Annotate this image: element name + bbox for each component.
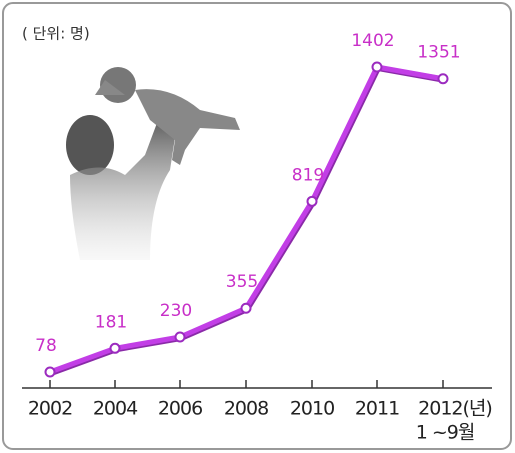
x-tick-label: 2012(년) <box>418 398 492 420</box>
value-label: 1402 <box>351 31 394 51</box>
point <box>371 61 383 73</box>
frame <box>2 2 512 450</box>
x-tick-label: 2004 <box>93 398 138 420</box>
illustration <box>66 67 240 260</box>
x-tick-label: 2002 <box>28 398 72 420</box>
value-label: 181 <box>95 312 127 332</box>
value-label: 355 <box>226 272 258 292</box>
point <box>437 73 449 85</box>
x-tick-label: 2010 <box>290 398 334 420</box>
x-tick-note: 1 ~9월 <box>416 422 475 444</box>
x-tick-label: 2006 <box>158 398 202 420</box>
value-label: 1351 <box>417 43 460 63</box>
x-tick-label: 2008 <box>224 398 268 420</box>
x-tick-label: 2011 <box>355 398 399 420</box>
point <box>174 331 186 343</box>
point <box>306 195 318 207</box>
point <box>240 302 252 314</box>
unit-label: ( 단위: 명) <box>22 25 90 43</box>
value-label: 819 <box>292 165 324 185</box>
point <box>44 366 56 378</box>
value-label: 230 <box>160 301 192 321</box>
point <box>109 342 121 354</box>
value-label: 78 <box>35 336 57 356</box>
